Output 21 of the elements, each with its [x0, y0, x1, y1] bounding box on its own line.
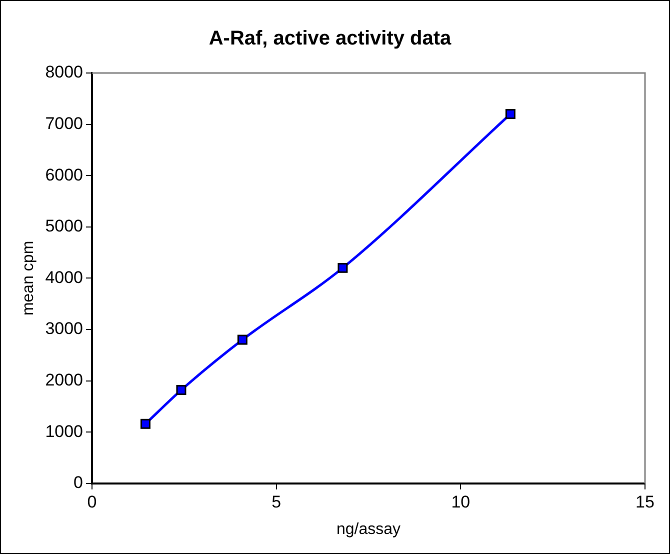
point	[505, 109, 516, 120]
x-axis-title: ng/assay	[336, 520, 401, 538]
y-tick-label: 0	[74, 473, 84, 492]
x-tick-label: 10	[451, 492, 470, 512]
y-tick-label: 1000	[45, 422, 84, 441]
y-tick-label: 7000	[45, 114, 84, 133]
x-tick-label: 5	[272, 492, 282, 512]
point	[176, 385, 186, 396]
y-tick-label: 3000	[45, 319, 84, 338]
y-tick-label: 5000	[45, 216, 84, 236]
y-tick-label: 4000	[45, 268, 84, 287]
point	[237, 334, 248, 345]
y-tick-label: 6000	[45, 165, 84, 184]
x-tick-label: 0	[87, 492, 97, 512]
point	[338, 262, 348, 273]
y-axis-title: mean cpm	[20, 240, 38, 316]
y-tick-label: 8000	[45, 62, 84, 82]
x-tick-label: 15	[636, 492, 654, 512]
chart-title: A-Raf, active activity data	[208, 28, 452, 50]
point	[140, 418, 150, 429]
y-tick-label: 2000	[45, 370, 84, 390]
